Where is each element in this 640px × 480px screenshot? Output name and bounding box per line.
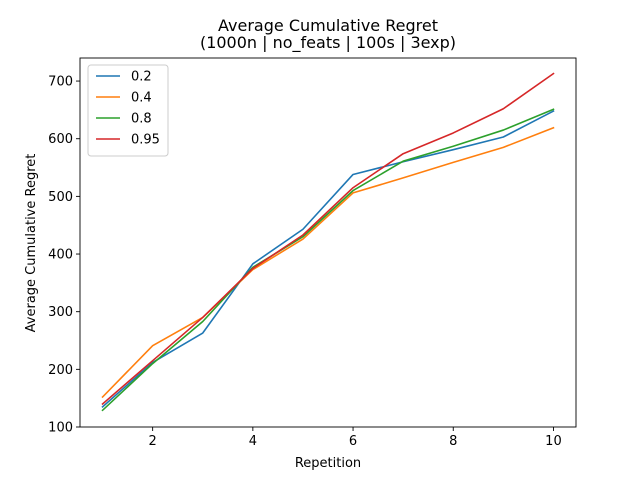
y-axis-label: Average Cumulative Regret — [24, 154, 39, 333]
y-tick-label-200: 200 — [48, 363, 73, 378]
legend-box — [87, 64, 169, 157]
y-tick-label-500: 500 — [48, 190, 73, 205]
legend-label-0.4: 0.4 — [131, 91, 152, 106]
y-tick-label-600: 600 — [48, 132, 73, 147]
x-tick-label-10: 10 — [545, 434, 562, 449]
x-tick-label-8: 8 — [449, 434, 457, 449]
legend-label-0.8: 0.8 — [131, 112, 152, 127]
y-tick-label-700: 700 — [48, 75, 73, 90]
series-line-0.4 — [101, 126, 555, 399]
chart-subtitle: (1000n | no_feats | 100s | 3exp) — [200, 33, 456, 53]
chart-title: Average Cumulative Regret — [218, 16, 438, 35]
x-tick-label-6: 6 — [349, 434, 357, 449]
legend-label-0.95: 0.95 — [131, 133, 160, 148]
axes-frame — [79, 57, 577, 428]
x-axis-label: Repetition — [295, 456, 361, 471]
y-tick-label-400: 400 — [48, 248, 73, 263]
x-tick-label-2: 2 — [149, 434, 157, 449]
plot-area: 2 4 6 8 10 100 200 300 400 500 600 700 0.2 0.4 0.8 0.95 — [48, 57, 577, 449]
series-line-0.95 — [101, 72, 555, 406]
y-tick-label-300: 300 — [48, 305, 73, 320]
series-line-0.8 — [101, 108, 555, 412]
y-tick-label-100: 100 — [48, 421, 73, 436]
legend-label-0.2: 0.2 — [131, 70, 152, 85]
x-tick-label-4: 4 — [249, 434, 257, 449]
series-line-0.2 — [101, 109, 555, 408]
